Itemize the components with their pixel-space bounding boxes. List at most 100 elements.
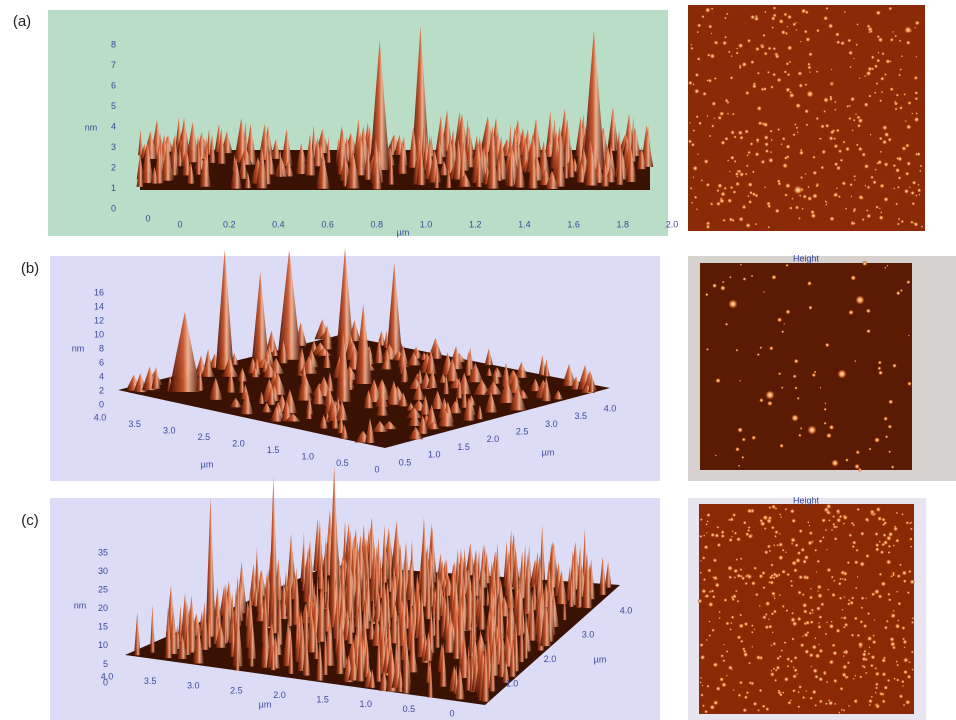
afm-grain (739, 613, 743, 617)
afm-grain (858, 77, 861, 80)
afm-grain (779, 443, 784, 449)
surface-spike (200, 362, 215, 377)
surface-spike (523, 553, 533, 614)
afm-grain (790, 537, 796, 543)
surface-spike (625, 147, 637, 183)
surface-spike (203, 348, 213, 370)
afm-grain (866, 185, 871, 190)
surface-spike (443, 135, 457, 174)
afm-grain (853, 616, 858, 621)
surface-spike (239, 390, 254, 415)
afm-grain (722, 218, 726, 223)
afm-grain (889, 87, 894, 92)
afm-grain (799, 642, 805, 648)
surface-spike (426, 369, 438, 388)
afm-grain (850, 195, 853, 198)
afm-grain (722, 658, 726, 663)
afm-grain (705, 347, 710, 351)
afm-grain (794, 205, 800, 210)
surface-spike (340, 424, 349, 439)
afm-grain (706, 53, 711, 57)
afm-grain (876, 34, 881, 39)
afm-grain (832, 524, 837, 529)
surface-spike (417, 414, 429, 434)
surface-spike (630, 116, 636, 162)
tick-label: 10 (94, 329, 104, 339)
afm-grain (739, 379, 742, 382)
afm-grain (742, 707, 748, 713)
surface-spike (164, 617, 173, 659)
afm-grain (885, 619, 889, 623)
afm-grain (736, 634, 742, 640)
surface-spike (387, 544, 393, 592)
afm-grain (854, 463, 860, 470)
surface-spike (465, 542, 476, 576)
afm-grain (776, 179, 781, 184)
surface-spike (185, 121, 200, 163)
afm-grain (918, 169, 922, 173)
afm-grain (739, 568, 743, 572)
afm-grain (770, 669, 773, 672)
afm-grain (763, 526, 767, 531)
afm-grain (815, 28, 820, 33)
afm-grain (799, 40, 802, 43)
afm-grain (856, 23, 859, 26)
afm-grain (798, 83, 804, 89)
afm-grain (881, 671, 887, 677)
afm-grain (887, 544, 892, 549)
surface-spike (258, 391, 265, 404)
afm-grain (883, 625, 889, 630)
afm-grain (871, 67, 875, 71)
axis-unit: nm (72, 343, 85, 353)
surface-spike (486, 127, 499, 167)
afm-grain (744, 129, 750, 134)
afm-grain (704, 292, 709, 297)
afm-grain (852, 221, 856, 226)
afm-grain (756, 105, 763, 112)
surface-spike (150, 166, 159, 184)
afm-grain (708, 633, 712, 638)
axis-unit: µm (201, 459, 214, 469)
surface-spike (170, 148, 178, 176)
surface-spike (370, 138, 382, 184)
afm-grain (868, 703, 872, 707)
afm-grain (777, 689, 781, 693)
afm-grain (837, 148, 843, 154)
surface-spike (221, 131, 233, 154)
afm-grain (849, 65, 852, 69)
afm-grain (893, 677, 897, 681)
afm-grain (720, 533, 726, 539)
afm-grain (735, 558, 739, 562)
afm-grain (807, 62, 811, 67)
surface-spike (234, 625, 240, 671)
afm-grain (706, 520, 709, 523)
afm-grain (873, 64, 879, 69)
afm-grain (841, 180, 847, 186)
afm-grain (889, 636, 895, 642)
surface-spike (371, 421, 389, 432)
afm-particle (874, 437, 880, 443)
surface-spike (269, 406, 283, 422)
afm-grain (796, 396, 800, 400)
axis-unit: nm (85, 122, 98, 132)
tick-label: 1.0 (420, 219, 433, 229)
afm-grain (870, 654, 876, 660)
afm-grain (894, 167, 901, 174)
afm-grain (897, 73, 902, 77)
surface-spike (375, 632, 382, 682)
tick-label: 35 (98, 547, 108, 557)
afm-grain (869, 29, 874, 34)
afm-grain (692, 83, 695, 86)
afm-grain (751, 435, 757, 441)
surface-spike (177, 634, 188, 659)
afm-grain (736, 169, 739, 172)
afm-grain (724, 98, 729, 103)
afm-grain (768, 157, 774, 164)
afm-grain (818, 699, 824, 704)
afm-grain (833, 108, 837, 112)
afm-grain (723, 16, 727, 20)
afm-grain (820, 123, 825, 129)
afm-grain (864, 657, 869, 662)
afm-grain (856, 575, 859, 579)
afm-grain (886, 678, 891, 683)
